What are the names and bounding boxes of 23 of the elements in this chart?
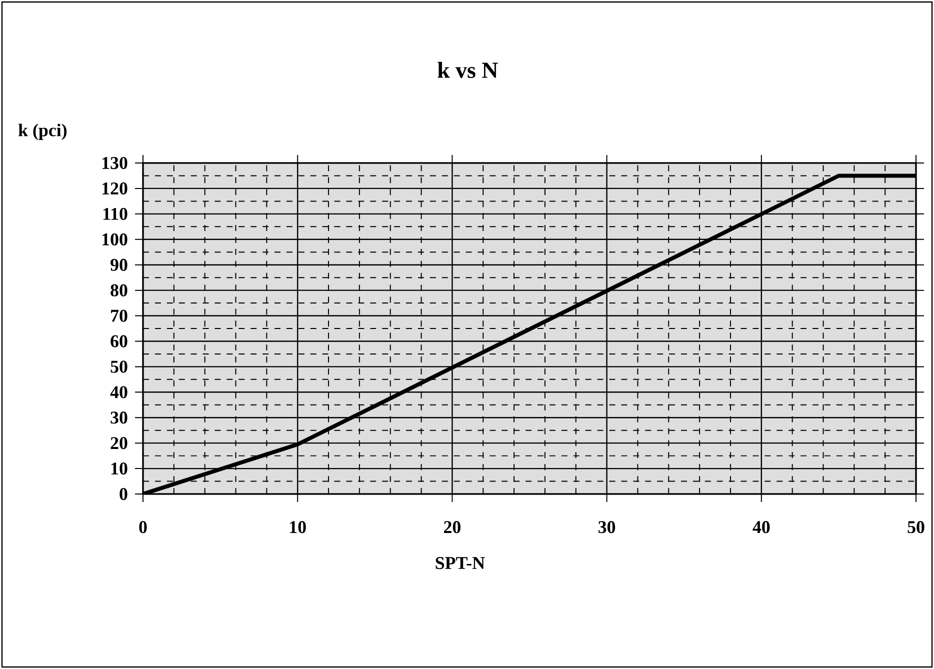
y-tick-label: 80: [110, 284, 128, 296]
y-tick-label: 130: [102, 156, 128, 170]
y-tick-label: 70: [111, 310, 128, 322]
y-tick-label: 20: [110, 437, 128, 450]
y-tick-label: 60: [110, 335, 128, 348]
y-tick-label: 90: [110, 258, 128, 271]
x-tick-label: 40: [752, 521, 770, 534]
chart-title: k vs N: [438, 62, 498, 78]
y-axis-title: k (pci): [18, 124, 67, 140]
y-tick-label: 100: [102, 233, 128, 246]
y-tick-label: 120: [102, 182, 128, 195]
x-tick-label: 30: [598, 521, 616, 534]
x-axis-title: SPT-N: [436, 557, 485, 570]
x-tick-label: 50: [908, 521, 924, 534]
y-tick-label: 40: [110, 386, 128, 398]
y-tick-label: 30: [110, 412, 128, 424]
x-tick-label: 20: [444, 521, 460, 534]
y-tick-label: 0: [120, 488, 128, 500]
y-tick-label: 10: [111, 462, 128, 475]
x-tick-label: 10: [290, 521, 306, 534]
y-tick-label: 110: [103, 208, 128, 220]
y-tick-label: 50: [110, 360, 128, 373]
x-tick-label: 0: [139, 521, 147, 534]
